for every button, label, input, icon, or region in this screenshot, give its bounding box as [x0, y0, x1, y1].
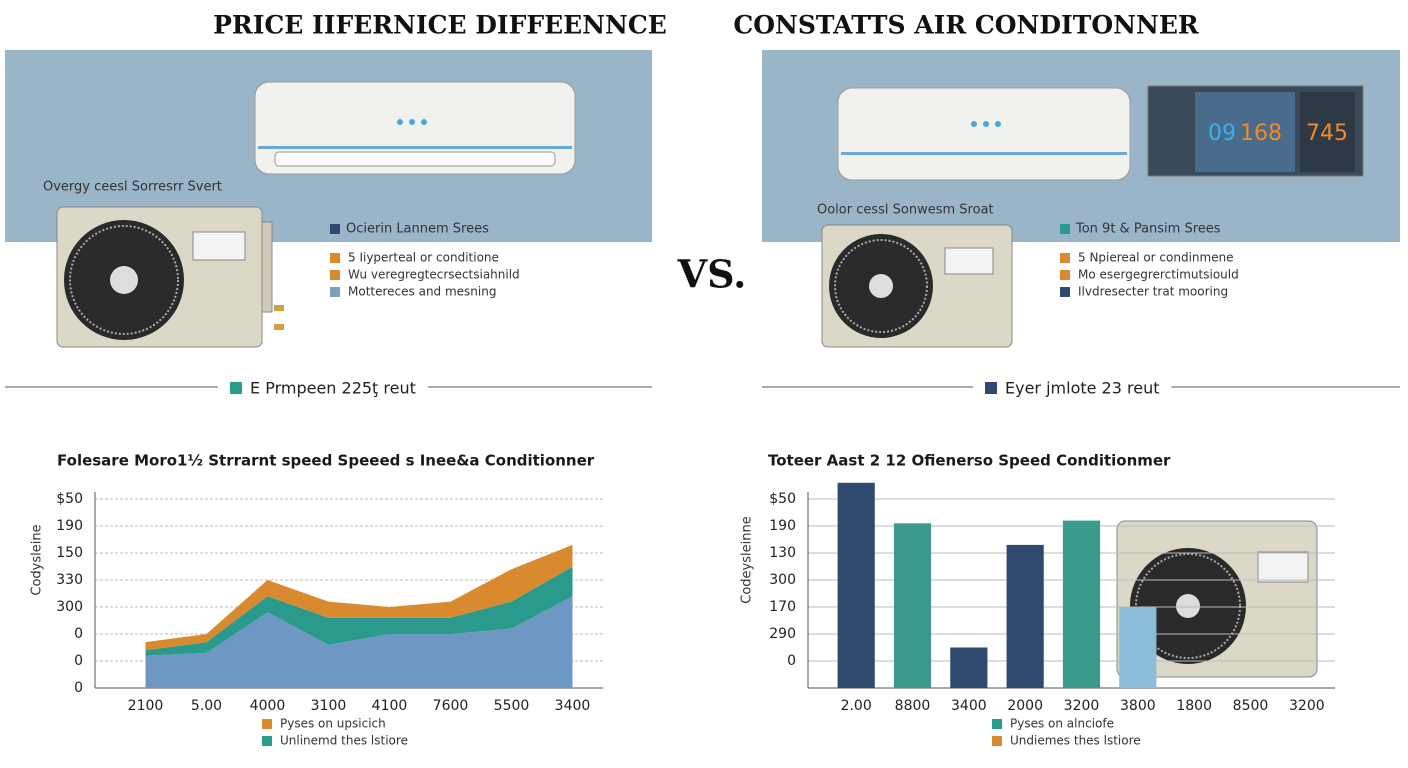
legend-swatch — [992, 719, 1002, 729]
y-tick-label: 0 — [74, 626, 83, 642]
y-tick-label: 0 — [74, 680, 83, 696]
legend-label: Ilvdresecter trat mooring — [1078, 285, 1228, 299]
y-tick-label: 300 — [769, 572, 796, 588]
y-tick-label: 290 — [769, 626, 796, 642]
legend-label: Mo esergegrerctimutsiould — [1078, 268, 1239, 282]
y-tick-label: 150 — [56, 545, 83, 561]
legend-swatch — [992, 736, 1002, 746]
legend-label: Pyses on upsicich — [280, 717, 386, 731]
display-digit: 168 — [1240, 121, 1282, 146]
x-tick-label: 8500 — [1233, 698, 1269, 714]
x-tick-label: 5500 — [494, 698, 530, 714]
legend-swatch — [330, 253, 340, 263]
y-tick-label: $50 — [56, 491, 83, 507]
y-tick-label: 330 — [56, 572, 83, 588]
x-tick-label: 3400 — [555, 698, 591, 714]
y-tick-label: 130 — [769, 545, 796, 561]
y-tick-label: 0 — [787, 653, 796, 669]
y-axis-label: Codeysleinne — [740, 516, 755, 603]
area — [145, 566, 573, 656]
chart-title: Folesare Moro1½ Strrarnt speed Speeed s … — [57, 452, 595, 470]
x-tick-label: 3200 — [1289, 698, 1325, 714]
legend-swatch — [1060, 270, 1070, 280]
x-tick-label: 2000 — [1007, 698, 1043, 714]
bar — [837, 482, 875, 688]
x-tick-label: 3100 — [311, 698, 347, 714]
footer-swatch — [230, 382, 242, 394]
legend-swatch — [262, 719, 272, 729]
legend-swatch — [330, 287, 340, 297]
outdoor-unit — [1116, 520, 1318, 678]
legend-label: 5 Npiereal or condinmene — [1078, 251, 1234, 265]
area — [145, 544, 573, 651]
x-tick-label: 7600 — [433, 698, 469, 714]
y-tick-label: 190 — [769, 518, 796, 534]
x-tick-label: 2.00 — [841, 698, 872, 714]
legend-label: Undiemes thes lstiore — [1010, 734, 1141, 748]
bar — [950, 647, 988, 688]
indoor-unit — [837, 87, 1131, 181]
legend-label: 5 Iiyperteal or conditione — [348, 251, 499, 265]
x-tick-label: 2100 — [128, 698, 164, 714]
display-digit: 09 — [1208, 121, 1236, 146]
indoor-unit — [254, 81, 576, 175]
footer-label: Eyer jmlote 23 reut — [1005, 379, 1159, 398]
legend-label: Ocierin Lannem Srees — [346, 222, 489, 237]
display-digit: 745 — [1306, 121, 1348, 146]
y-tick-label: 190 — [56, 518, 83, 534]
x-tick-label: 4100 — [372, 698, 408, 714]
x-tick-label: 3200 — [1064, 698, 1100, 714]
y-tick-label: 300 — [56, 599, 83, 615]
legend-swatch — [262, 736, 272, 746]
panel-title: CONSTATTS AIR CONDITONNER — [733, 11, 1199, 40]
bar — [893, 523, 932, 688]
y-tick-label: 0 — [74, 653, 83, 669]
legend-swatch — [330, 224, 340, 234]
legend-swatch — [330, 270, 340, 280]
bar — [1062, 520, 1101, 688]
chart-title: Toteer Aast 2 12 Ofienerso Speed Conditi… — [768, 452, 1171, 470]
x-tick-label: 4000 — [250, 698, 286, 714]
y-tick-label: 170 — [769, 599, 796, 615]
legend-label: Wu veregregtecrsectsiahnild — [348, 268, 520, 282]
panel-label: Oolor cessl Sonwesm Sroat — [817, 203, 994, 218]
legend-label: Mottereces and mesning — [348, 285, 496, 299]
bar — [1119, 607, 1157, 688]
footer-label: E Prmpeen 225ţ reut — [250, 379, 416, 398]
footer-swatch — [985, 382, 997, 394]
area — [145, 596, 573, 688]
legend-label: Pyses on alnciofe — [1010, 717, 1114, 731]
y-tick-label: $50 — [769, 491, 796, 507]
legend-swatch — [1060, 253, 1070, 263]
bar — [1006, 544, 1044, 688]
outdoor-unit — [821, 224, 1013, 348]
y-axis-label: Codysleine — [30, 524, 45, 595]
x-tick-label: 8800 — [895, 698, 931, 714]
legend-label: Unlinemd thes lstiore — [280, 734, 408, 748]
x-tick-label: 1800 — [1176, 698, 1212, 714]
outdoor-unit — [56, 206, 284, 348]
x-tick-label: 3800 — [1120, 698, 1156, 714]
legend-label: Ton 9t & Pansim Srees — [1075, 222, 1221, 237]
x-tick-label: 5.00 — [191, 698, 222, 714]
vs-label: VS. — [677, 252, 747, 297]
panel-label: Overgy ceesl Sorresrr Svert — [43, 180, 222, 195]
display-panel: 09 168 745 — [1147, 85, 1364, 177]
x-tick-label: 3400 — [951, 698, 987, 714]
panel-title: PRICE IIFERNICE DIFFEENNCE — [213, 11, 667, 40]
legend-swatch — [1060, 224, 1070, 234]
legend-swatch — [1060, 287, 1070, 297]
